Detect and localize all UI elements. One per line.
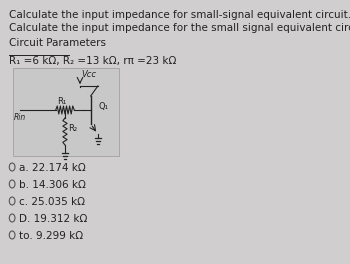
Text: to. 9.299 kΩ: to. 9.299 kΩ	[19, 231, 83, 241]
Text: Vcc: Vcc	[82, 70, 96, 79]
Text: R₂: R₂	[68, 124, 77, 133]
Bar	[13, 68, 119, 156]
Text: R₁ =6 kΩ, R₂ =13 kΩ, rπ =23 kΩ: R₁ =6 kΩ, R₂ =13 kΩ, rπ =23 kΩ	[8, 56, 176, 66]
Text: Rin: Rin	[14, 113, 27, 122]
Text: Calculate the input impedance for small-signal equivalent circuit.: Calculate the input impedance for small-…	[8, 10, 350, 20]
Text: c. 25.035 kΩ: c. 25.035 kΩ	[19, 197, 85, 207]
Text: b. 14.306 kΩ: b. 14.306 kΩ	[19, 180, 85, 190]
Text: Q₁: Q₁	[99, 102, 108, 111]
Text: a. 22.174 kΩ: a. 22.174 kΩ	[19, 163, 85, 173]
Text: D. 19.312 kΩ: D. 19.312 kΩ	[19, 214, 87, 224]
Text: Circuit Parameters: Circuit Parameters	[8, 38, 106, 48]
Text: Calculate the input impedance for the small signal equivalent circuit.: Calculate the input impedance for the sm…	[8, 23, 350, 33]
Text: R₁: R₁	[57, 97, 66, 106]
